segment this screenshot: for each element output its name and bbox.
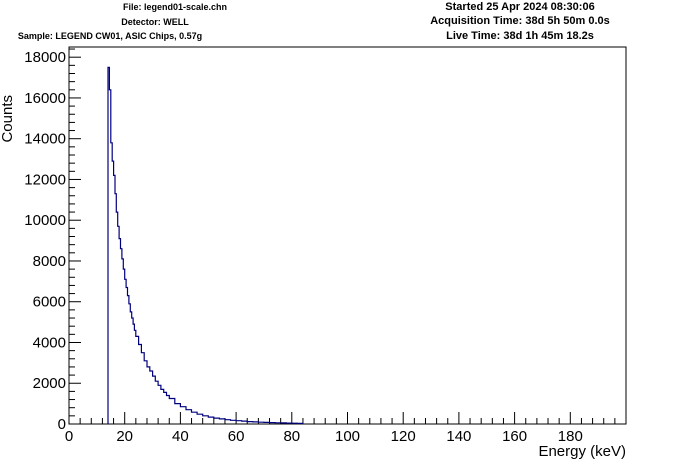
file-label: File: legend01-scale.chn [122,2,228,12]
acquisition-time-label: Acquisition Time: 38d 5h 50m 0.0s [430,15,610,27]
sample-label: Sample: LEGEND CW01, ASIC Chips, 0.57g [17,31,203,41]
y-tick-label: 2000 [33,375,66,392]
x-tick-label: 80 [283,428,300,445]
started-label: Started 25 Apr 2024 08:30:06 [445,1,595,13]
y-tick-label: 10000 [24,212,66,229]
y-tick-label: 16000 [24,90,66,107]
x-tick-label: 60 [228,428,245,445]
x-tick-label: 120 [391,428,416,445]
y-axis-title: Counts [0,95,16,143]
y-tick-label: 0 [58,416,66,433]
y-tick-label: 8000 [33,253,66,270]
x-tick-label: 160 [502,428,527,445]
x-tick-label: 20 [116,428,133,445]
plot-frame [68,46,627,425]
x-tick-label: 180 [558,428,583,445]
y-tick-label: 6000 [33,294,66,311]
x-axis: 0 20 40 60 80 100 120 140 160 180 [65,412,616,445]
y-tick-label: 4000 [33,334,66,351]
x-axis-title: Energy (keV) [538,443,626,460]
x-tick-label: 100 [335,428,360,445]
x-tick-label: 0 [65,428,73,445]
x-tick-label: 140 [446,428,471,445]
detector-label: Detector: WELL [121,17,189,27]
y-axis: 0 2000 4000 6000 8000 10000 12000 14000 16000 180… [24,48,81,433]
y-tick-label: 12000 [24,171,66,188]
y-tick-label: 14000 [24,131,66,148]
x-tick-label: 40 [172,428,189,445]
live-time-label: Live Time: 38d 1h 45m 18.2s [446,30,594,42]
y-tick-label: 18000 [24,49,66,66]
series-line [107,66,304,424]
